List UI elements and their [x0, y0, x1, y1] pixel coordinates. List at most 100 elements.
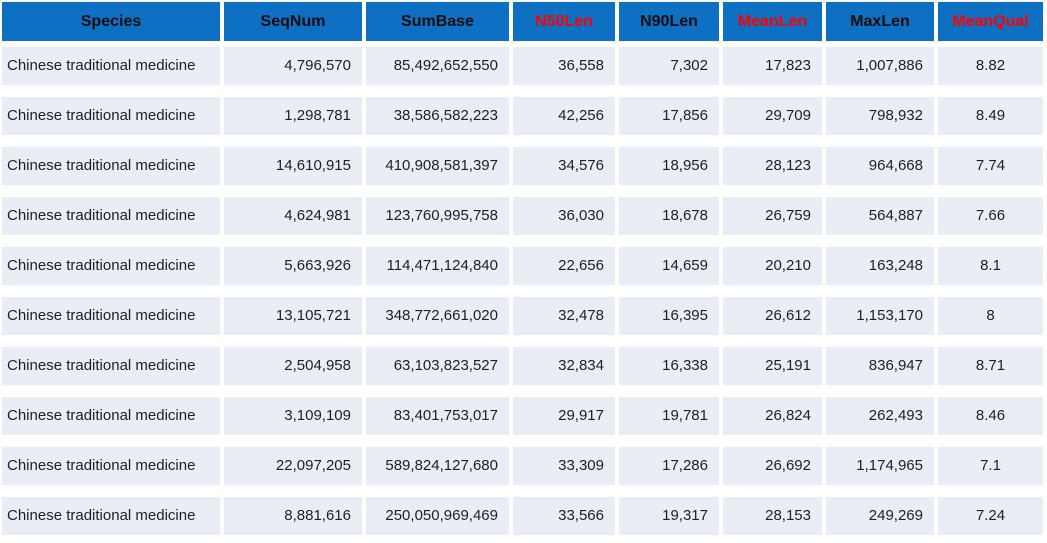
table-cell-maxlen: 964,668 [826, 147, 934, 185]
table-cell-n50len: 32,834 [513, 347, 615, 385]
table-cell-sumbase: 114,471,124,840 [366, 247, 509, 285]
table-cell-species: Chinese traditional medicine [2, 297, 220, 335]
table-cell-n50len: 33,566 [513, 497, 615, 535]
table-cell-maxlen: 1,007,886 [826, 47, 934, 85]
table-cell-species: Chinese traditional medicine [2, 497, 220, 535]
table-cell-sumbase: 589,824,127,680 [366, 447, 509, 485]
table-cell-meanqual: 8.71 [938, 347, 1043, 385]
table-cell-meanqual: 8 [938, 297, 1043, 335]
table-cell-meanlen: 28,153 [723, 497, 822, 535]
table-cell-species: Chinese traditional medicine [2, 447, 220, 485]
table-row: Chinese traditional medicine 5,663,926 114… [2, 247, 1043, 285]
table-cell-species: Chinese traditional medicine [2, 147, 220, 185]
table-cell-meanqual: 8.46 [938, 397, 1043, 435]
table-cell-sumbase: 83,401,753,017 [366, 397, 509, 435]
table-cell-seqnum: 4,624,981 [224, 197, 362, 235]
table-cell-seqnum: 13,105,721 [224, 297, 362, 335]
table-cell-species: Chinese traditional medicine [2, 247, 220, 285]
table-row: Chinese traditional medicine 22,097,205 58… [2, 447, 1043, 485]
column-header-seqnum: SeqNum [224, 2, 362, 41]
table-cell-sumbase: 38,586,582,223 [366, 97, 509, 135]
table-cell-meanqual: 7.74 [938, 147, 1043, 185]
table-cell-sumbase: 63,103,823,527 [366, 347, 509, 385]
table-cell-n90len: 14,659 [619, 247, 719, 285]
table-row: Chinese traditional medicine 3,109,109 83,… [2, 397, 1043, 435]
table-cell-n50len: 33,309 [513, 447, 615, 485]
column-header-meanlen: MeanLen [723, 2, 822, 41]
table-cell-maxlen: 564,887 [826, 197, 934, 235]
table-row: Chinese traditional medicine 13,105,721 34… [2, 297, 1043, 335]
table-cell-n90len: 17,286 [619, 447, 719, 485]
table-cell-meanqual: 8.1 [938, 247, 1043, 285]
table-cell-n90len: 19,317 [619, 497, 719, 535]
table-cell-species: Chinese traditional medicine [2, 197, 220, 235]
table-cell-meanlen: 28,123 [723, 147, 822, 185]
table-cell-seqnum: 14,610,915 [224, 147, 362, 185]
table-cell-sumbase: 348,772,661,020 [366, 297, 509, 335]
table-cell-seqnum: 22,097,205 [224, 447, 362, 485]
table-cell-species: Chinese traditional medicine [2, 397, 220, 435]
table-cell-maxlen: 1,153,170 [826, 297, 934, 335]
table-cell-seqnum: 1,298,781 [224, 97, 362, 135]
table-cell-n50len: 36,558 [513, 47, 615, 85]
column-header-n50len: N50Len [513, 2, 615, 41]
column-header-meanqual: MeanQual [938, 2, 1043, 41]
table-cell-meanqual: 7.24 [938, 497, 1043, 535]
table-cell-n50len: 36,030 [513, 197, 615, 235]
table-row: Chinese traditional medicine 4,796,570 85,… [2, 47, 1043, 85]
table-cell-n50len: 34,576 [513, 147, 615, 185]
table-cell-meanqual: 7.1 [938, 447, 1043, 485]
table-cell-sumbase: 85,492,652,550 [366, 47, 509, 85]
table-cell-seqnum: 5,663,926 [224, 247, 362, 285]
table-cell-seqnum: 3,109,109 [224, 397, 362, 435]
column-header-species: Species [2, 2, 220, 41]
table-cell-seqnum: 8,881,616 [224, 497, 362, 535]
table-cell-maxlen: 1,174,965 [826, 447, 934, 485]
table-cell-n90len: 17,856 [619, 97, 719, 135]
table-cell-meanqual: 8.82 [938, 47, 1043, 85]
table-cell-n50len: 22,656 [513, 247, 615, 285]
table-header-row: Species SeqNum SumBase N50Len N90Len MeanLen M… [2, 2, 1043, 41]
column-header-n90len: N90Len [619, 2, 719, 41]
column-header-sumbase: SumBase [366, 2, 509, 41]
table-cell-n50len: 29,917 [513, 397, 615, 435]
table-cell-n90len: 16,395 [619, 297, 719, 335]
table-body: Chinese traditional medicine 4,796,570 85,… [2, 47, 1043, 535]
table-cell-meanlen: 26,824 [723, 397, 822, 435]
table-cell-n50len: 32,478 [513, 297, 615, 335]
table-cell-sumbase: 123,760,995,758 [366, 197, 509, 235]
table-cell-meanlen: 20,210 [723, 247, 822, 285]
table-row: Chinese traditional medicine 8,881,616 250… [2, 497, 1043, 535]
table-cell-n90len: 19,781 [619, 397, 719, 435]
table-cell-n50len: 42,256 [513, 97, 615, 135]
table-cell-meanlen: 29,709 [723, 97, 822, 135]
table-cell-meanlen: 25,191 [723, 347, 822, 385]
table-cell-seqnum: 4,796,570 [224, 47, 362, 85]
table-cell-meanlen: 17,823 [723, 47, 822, 85]
table-cell-maxlen: 798,932 [826, 97, 934, 135]
table-cell-meanqual: 7.66 [938, 197, 1043, 235]
table-cell-maxlen: 836,947 [826, 347, 934, 385]
table-cell-meanlen: 26,692 [723, 447, 822, 485]
table-cell-sumbase: 410,908,581,397 [366, 147, 509, 185]
table-cell-meanlen: 26,612 [723, 297, 822, 335]
table-cell-maxlen: 249,269 [826, 497, 934, 535]
table-cell-maxlen: 163,248 [826, 247, 934, 285]
table-cell-meanlen: 26,759 [723, 197, 822, 235]
table-cell-n90len: 18,956 [619, 147, 719, 185]
table-cell-n90len: 18,678 [619, 197, 719, 235]
table-cell-n90len: 16,338 [619, 347, 719, 385]
table-cell-species: Chinese traditional medicine [2, 347, 220, 385]
table-row: Chinese traditional medicine 14,610,915 41… [2, 147, 1043, 185]
table-row: Chinese traditional medicine 1,298,781 38,… [2, 97, 1043, 135]
table-row: Chinese traditional medicine 4,624,981 123… [2, 197, 1043, 235]
table-cell-species: Chinese traditional medicine [2, 97, 220, 135]
table-cell-n90len: 7,302 [619, 47, 719, 85]
table-cell-maxlen: 262,493 [826, 397, 934, 435]
column-header-maxlen: MaxLen [826, 2, 934, 41]
table-row: Chinese traditional medicine 2,504,958 63,… [2, 347, 1043, 385]
table-cell-meanqual: 8.49 [938, 97, 1043, 135]
table-cell-seqnum: 2,504,958 [224, 347, 362, 385]
table-cell-species: Chinese traditional medicine [2, 47, 220, 85]
